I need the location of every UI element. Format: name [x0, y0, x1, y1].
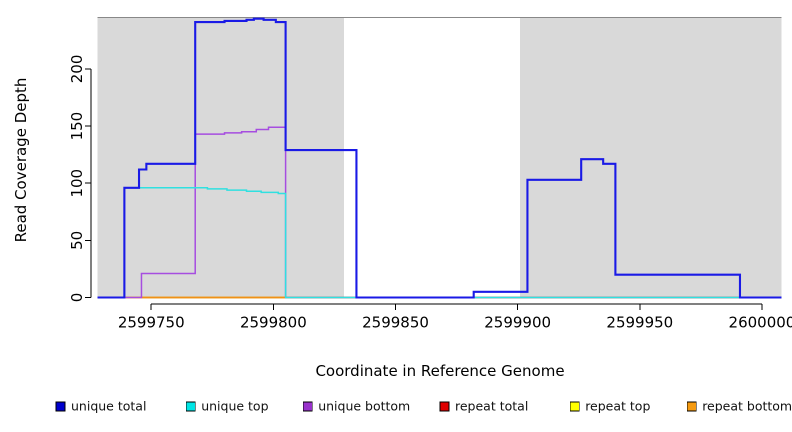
legend-label-repeat-bottom: repeat bottom: [702, 399, 792, 414]
legend-label-unique-total: unique total: [71, 399, 146, 414]
x-tick-label: 2599950: [606, 314, 673, 332]
legend-label-unique-top: unique top: [201, 399, 268, 414]
series-line-unique-bottom: [97, 126, 782, 299]
shaded-region: [520, 17, 782, 298]
shaded-region-group: [97, 17, 782, 298]
series-line-unique-top: [97, 187, 782, 299]
series-group: [97, 17, 782, 299]
y-tick-label: 0: [68, 293, 86, 303]
x-axis-title: Coordinate in Reference Genome: [315, 362, 564, 380]
x-tick-label: 2600000: [729, 314, 792, 332]
y-tick-label: 100: [68, 169, 86, 198]
y-axis: 0 50 100 150 200: [68, 55, 92, 303]
legend-swatch-repeat-total: [439, 401, 450, 412]
legend-label-unique-bottom: unique bottom: [318, 399, 410, 414]
x-tick-label: 2599900: [484, 314, 551, 332]
chart-legend: unique total unique top unique bottom repea…: [55, 399, 792, 414]
x-tick-label: 2599850: [362, 314, 429, 332]
legend-swatch-unique-total: [55, 401, 66, 412]
legend-swatch-repeat-bottom: [686, 401, 697, 412]
y-axis-title: Read Coverage Depth: [12, 78, 30, 243]
y-tick-label: 150: [68, 112, 86, 141]
x-tick-label: 2599800: [240, 314, 307, 332]
legend-swatch-unique-top: [185, 401, 196, 412]
shaded-region: [97, 17, 345, 298]
x-tick-label: 2599750: [118, 314, 185, 332]
y-tick-label: 50: [68, 231, 86, 250]
legend-swatch-repeat-top: [569, 401, 580, 412]
x-axis: 2599750 2599800 2599850 2599900 2599950 26000…: [118, 303, 792, 332]
legend-label-repeat-top: repeat top: [585, 399, 650, 414]
legend-label-repeat-total: repeat total: [455, 399, 528, 414]
series-line-unique-total: [97, 17, 782, 299]
y-tick-label: 200: [68, 55, 86, 84]
legend-swatch-unique-bottom: [302, 401, 313, 412]
